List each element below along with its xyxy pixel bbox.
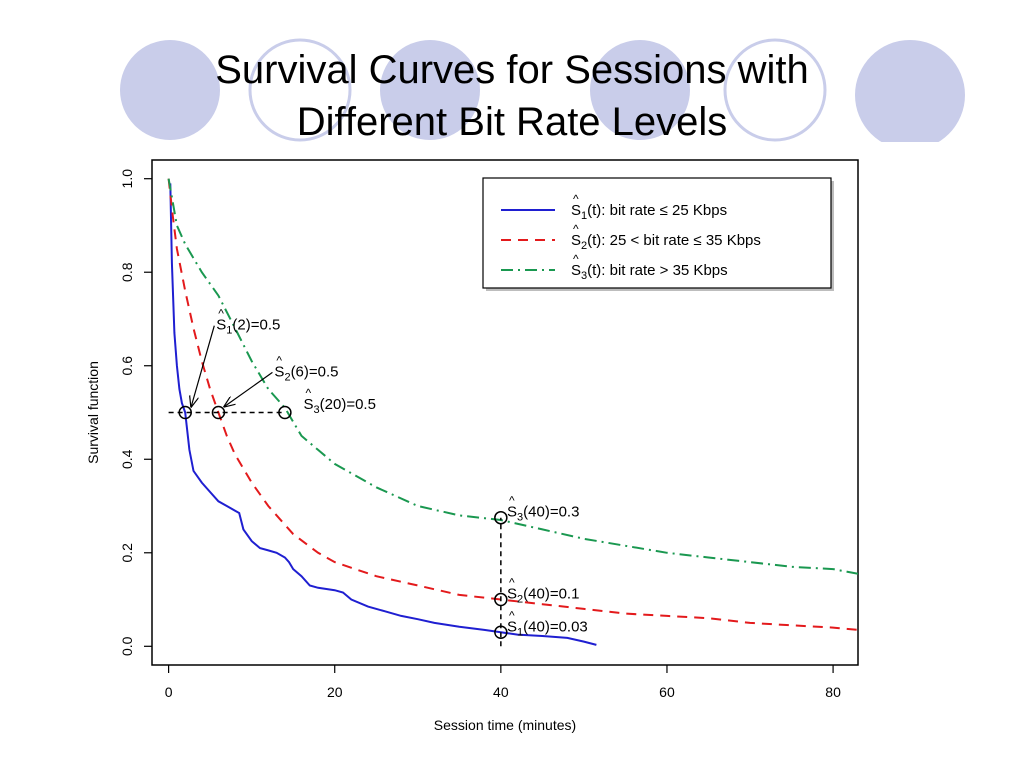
plot-frame [151, 159, 859, 666]
annotation-marker-1 [178, 405, 192, 420]
legend-box [482, 177, 832, 289]
annotation-arrow-2 [224, 371, 273, 406]
legend-label-1-hat: ^ [573, 192, 579, 206]
x-tick-label: 20 [327, 684, 343, 700]
y-tick-label: 1.0 [119, 169, 135, 189]
y-tick-label: 0.0 [119, 636, 135, 656]
annotation-label-4-hat: ^ [509, 494, 515, 508]
slide-title-line2: Different Bit Rate Levels [296, 100, 728, 144]
legend-label-1: S1(t): bit rate ≤ 25 Kbps [571, 202, 727, 222]
annotation-marker-5 [494, 592, 508, 607]
annotation-label-4: S3(40)=0.3 [507, 504, 579, 524]
annotation-label-2-hat: ^ [276, 353, 282, 367]
legend-label-3: S3(t): bit rate > 35 Kbps [571, 262, 728, 282]
slide-title: Survival Curves for Sessions with Differ… [100, 44, 924, 148]
decor-circle [380, 40, 480, 140]
annotation-label-3: S3(20)=0.5 [304, 396, 376, 416]
decor-circle [723, 38, 827, 142]
x-tick-label: 0 [165, 684, 173, 700]
slide-title-line1: Survival Curves for Sessions with [215, 48, 809, 92]
decor-circle [590, 40, 690, 140]
y-tick-label: 0.4 [119, 449, 135, 469]
x-tick-label: 80 [825, 684, 841, 700]
annotation-marker-3 [278, 405, 292, 420]
y-tick-label: 0.6 [119, 356, 135, 376]
legend-label-2: S2(t): 25 < bit rate ≤ 35 Kbps [571, 232, 761, 252]
y-tick-label: 0.8 [119, 262, 135, 282]
legend-label-2-hat: ^ [573, 222, 579, 236]
series-line-1 [169, 183, 597, 646]
annotation-label-2: S2(6)=0.5 [274, 363, 338, 383]
annotation-arrow-1 [191, 325, 215, 407]
decor-circle [855, 40, 965, 150]
x-tick-label: 40 [493, 684, 509, 700]
x-tick-label: 60 [659, 684, 675, 700]
annotation-label-5: S2(40)=0.1 [507, 586, 579, 606]
decor-circle [248, 38, 352, 142]
annotation-label-1: S1(2)=0.5 [216, 317, 280, 337]
decor-mask [0, 142, 1024, 170]
annotation-marker-4 [494, 510, 508, 525]
annotation-label-3-hat: ^ [306, 386, 312, 400]
legend-label-3-hat: ^ [573, 252, 579, 266]
y-tick-label: 0.2 [119, 543, 135, 563]
annotation-label-5-hat: ^ [509, 576, 515, 590]
annotation-marker-2 [211, 405, 226, 420]
annotation-label-1-hat: ^ [218, 307, 224, 321]
annotation-label-6-hat: ^ [509, 608, 515, 622]
decor-circle [120, 40, 220, 140]
title-decoration [0, 38, 1024, 170]
series-line-3 [167, 178, 858, 575]
annotation-marker-6 [494, 625, 508, 640]
annotation-label-6: S1(40)=0.03 [507, 618, 588, 638]
x-axis-label: Session time (minutes) [434, 717, 576, 733]
y-axis-label: Survival function [85, 361, 101, 464]
